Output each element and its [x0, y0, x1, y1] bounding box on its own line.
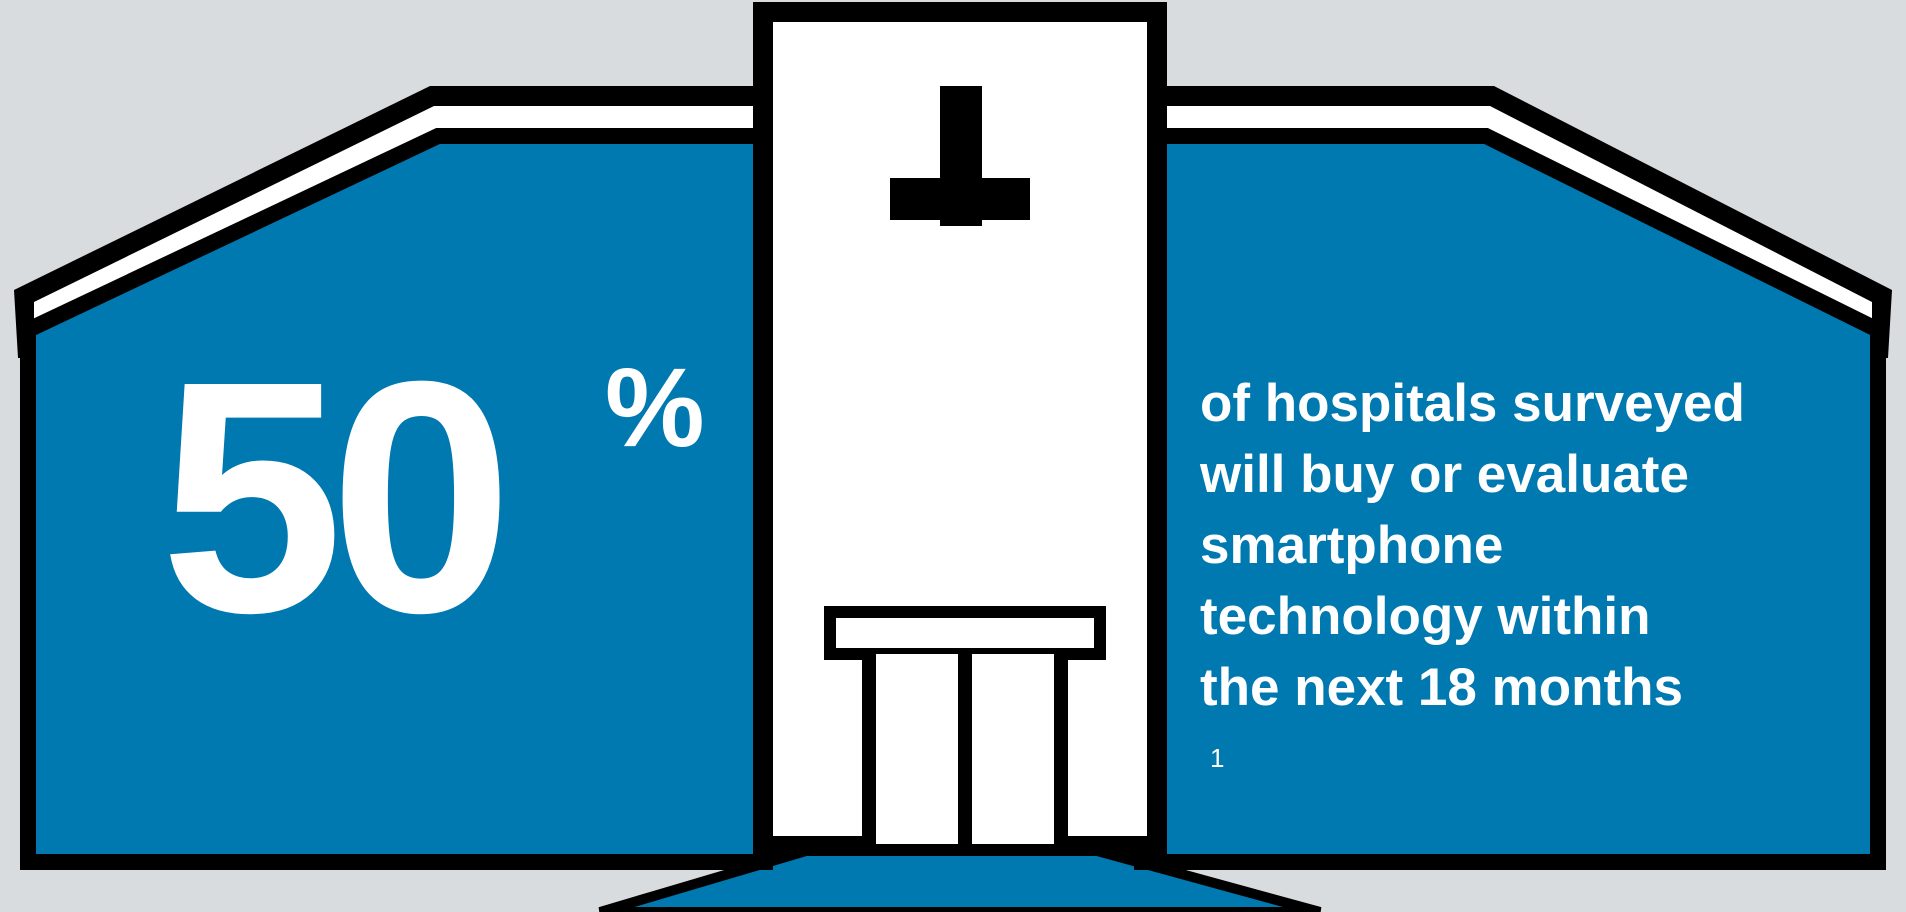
footnote-marker: 1: [1210, 743, 1225, 773]
entrance-doors: [862, 654, 1068, 846]
right-roof: [1150, 86, 1892, 358]
entrance-canopy: [824, 606, 1106, 660]
stat-line-3: smartphone: [1200, 516, 1504, 575]
medical-cross-icon: [890, 86, 1030, 226]
stat-line-2: will buy or evaluate: [1200, 445, 1689, 504]
stat-line-4: technology within: [1200, 587, 1651, 646]
stat-line-5-text: the next 18 months: [1200, 658, 1683, 717]
stat-line-1: of hospitals surveyed: [1200, 374, 1745, 433]
stat-value: 50: [160, 312, 513, 681]
percent-sign: %: [605, 345, 705, 470]
left-roof: [14, 86, 760, 358]
stat-line-5: the next 18 months 1: [1200, 652, 1800, 794]
stat-description: of hospitals surveyed will buy or evalua…: [1200, 368, 1800, 794]
